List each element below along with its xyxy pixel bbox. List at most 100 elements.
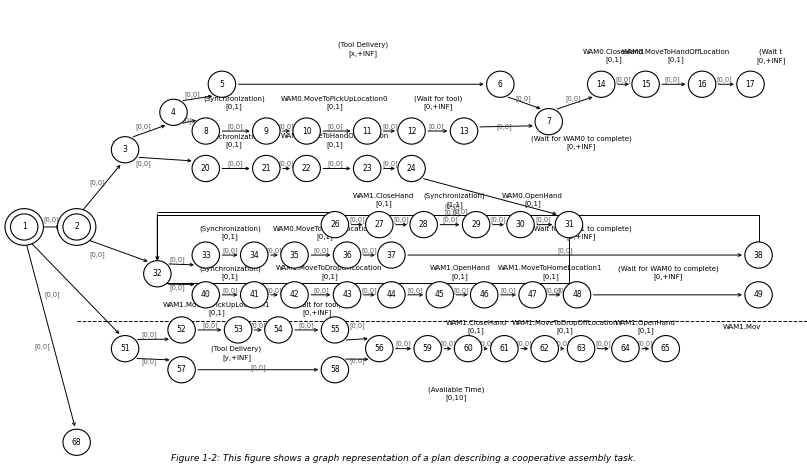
Ellipse shape	[745, 242, 772, 268]
Ellipse shape	[333, 242, 361, 268]
Text: [0,0]: [0,0]	[278, 161, 295, 167]
Ellipse shape	[378, 282, 405, 308]
Ellipse shape	[519, 282, 546, 308]
Text: 64: 64	[621, 344, 630, 353]
Text: WAM1.MoveToDropOffLocation
[0,1]: WAM1.MoveToDropOffLocation [0,1]	[512, 320, 618, 334]
Text: [0,0]: [0,0]	[516, 341, 533, 347]
Text: 2: 2	[74, 222, 79, 232]
Text: 21: 21	[261, 164, 271, 173]
Text: 47: 47	[528, 290, 537, 300]
Ellipse shape	[168, 317, 195, 343]
Text: 56: 56	[374, 344, 384, 353]
Text: [0,0]: [0,0]	[34, 343, 50, 350]
Text: [0,0]: [0,0]	[444, 204, 460, 210]
Text: (Wait for WAM0 to complete)
[0,+INF]: (Wait for WAM0 to complete) [0,+INF]	[531, 135, 631, 150]
Text: (Synchronization)
[0,1]: (Synchronization) [0,1]	[199, 265, 261, 280]
Ellipse shape	[321, 317, 349, 343]
Text: (Wait t
[0,+INF]: (Wait t [0,+INF]	[756, 49, 785, 64]
Text: [0,0]: [0,0]	[141, 331, 157, 338]
Text: [0,0]: [0,0]	[478, 341, 494, 347]
Text: WAM1.MoveToDropOffLocation
[0,1]: WAM1.MoveToDropOffLocation [0,1]	[276, 265, 383, 279]
Ellipse shape	[321, 212, 349, 238]
Text: [0,0]: [0,0]	[717, 76, 733, 83]
Ellipse shape	[632, 71, 659, 97]
Text: 48: 48	[572, 290, 582, 300]
Ellipse shape	[63, 214, 90, 240]
Text: [0,0]: [0,0]	[228, 161, 244, 167]
Text: WAM0.OpenHand
[0,1]: WAM0.OpenHand [0,1]	[502, 193, 563, 207]
Text: [0,0]: [0,0]	[664, 76, 680, 83]
Text: [0,0]: [0,0]	[382, 123, 398, 130]
Text: [0,0]: [0,0]	[327, 123, 343, 130]
Text: 53: 53	[233, 325, 243, 335]
Text: 26: 26	[330, 220, 340, 229]
Ellipse shape	[353, 118, 381, 144]
Ellipse shape	[535, 109, 562, 135]
Ellipse shape	[366, 336, 393, 362]
Ellipse shape	[111, 137, 139, 163]
Text: [0,0]: [0,0]	[250, 364, 266, 371]
Ellipse shape	[333, 282, 361, 308]
Text: WAM1.MoveToHandOffLocation
[0,1]: WAM1.MoveToHandOffLocation [0,1]	[281, 133, 389, 147]
Ellipse shape	[426, 282, 454, 308]
Text: WAM0.MoveToPickUpLocation0
[0,1]: WAM0.MoveToPickUpLocation0 [0,1]	[281, 96, 389, 110]
Text: 29: 29	[471, 220, 481, 229]
Ellipse shape	[531, 336, 558, 362]
Text: [0,0]: [0,0]	[454, 287, 470, 293]
Text: [0,0]: [0,0]	[141, 358, 157, 365]
Text: [0,0]: [0,0]	[595, 341, 611, 347]
Ellipse shape	[111, 336, 139, 362]
Text: 23: 23	[362, 164, 372, 173]
Text: [0,0]: [0,0]	[408, 287, 424, 293]
Text: (Wait for tool)
[0,+INF]: (Wait for tool) [0,+INF]	[414, 95, 462, 110]
Text: 61: 61	[500, 344, 509, 353]
Ellipse shape	[378, 242, 405, 268]
Text: 27: 27	[374, 220, 384, 229]
Ellipse shape	[567, 336, 595, 362]
Ellipse shape	[450, 118, 478, 144]
Text: [0,0]: [0,0]	[638, 341, 654, 347]
Text: (Wait for WAM0 to complete)
[0,+INF]: (Wait for WAM0 to complete) [0,+INF]	[618, 265, 718, 280]
Text: [0,0]: [0,0]	[442, 217, 458, 223]
Ellipse shape	[563, 282, 591, 308]
Ellipse shape	[144, 261, 171, 287]
Text: (Synchronization)
[0,1]: (Synchronization) [0,1]	[203, 133, 265, 148]
Text: [0,0]: [0,0]	[554, 341, 571, 347]
Text: 8: 8	[203, 126, 208, 136]
Text: 3: 3	[123, 145, 128, 154]
Text: WAM1.MoveToHomeLocation1
[0,1]: WAM1.MoveToHomeLocation1 [0,1]	[498, 265, 603, 279]
Text: [0,0]: [0,0]	[184, 91, 200, 98]
Ellipse shape	[192, 242, 220, 268]
Ellipse shape	[398, 155, 425, 182]
Text: [0,0]: [0,0]	[615, 76, 631, 83]
Text: [0,0]: [0,0]	[44, 292, 61, 298]
Text: [0,0]: [0,0]	[535, 217, 551, 223]
Text: (Synchronization)
[1,1]: (Synchronization) [1,1]	[424, 193, 485, 208]
Ellipse shape	[265, 317, 292, 343]
Text: 24: 24	[407, 164, 416, 173]
Text: 15: 15	[641, 80, 650, 89]
Ellipse shape	[398, 118, 425, 144]
Text: [0,0]: [0,0]	[404, 161, 420, 167]
Text: [0,0]: [0,0]	[176, 117, 192, 124]
Text: 28: 28	[419, 220, 429, 229]
Text: 36: 36	[342, 250, 352, 260]
Ellipse shape	[63, 429, 90, 455]
Ellipse shape	[253, 155, 280, 182]
Text: 52: 52	[177, 325, 186, 335]
Text: [0,0]: [0,0]	[440, 341, 456, 347]
Ellipse shape	[491, 336, 518, 362]
Text: (Wait for tool)
[0,+INF]: (Wait for tool) [0,+INF]	[293, 301, 341, 316]
Text: 65: 65	[661, 344, 671, 353]
Text: (Synchronization)
[0,1]: (Synchronization) [0,1]	[199, 226, 261, 241]
Text: [0,0]: [0,0]	[278, 123, 295, 130]
Text: WAM1.CloseHand
[0,1]: WAM1.CloseHand [0,1]	[353, 193, 414, 207]
Text: 46: 46	[479, 290, 489, 300]
Text: 38: 38	[754, 250, 763, 260]
Text: WAM0.MoveToHomeLocation0
[0,1]: WAM0.MoveToHomeLocation0 [0,1]	[273, 226, 378, 240]
Text: 5: 5	[220, 80, 224, 89]
Ellipse shape	[57, 209, 96, 245]
Text: 63: 63	[576, 344, 586, 353]
Text: Figure 1-2: This figure shows a graph representation of a plan describing a coop: Figure 1-2: This figure shows a graph re…	[171, 454, 636, 463]
Text: 16: 16	[697, 80, 707, 89]
